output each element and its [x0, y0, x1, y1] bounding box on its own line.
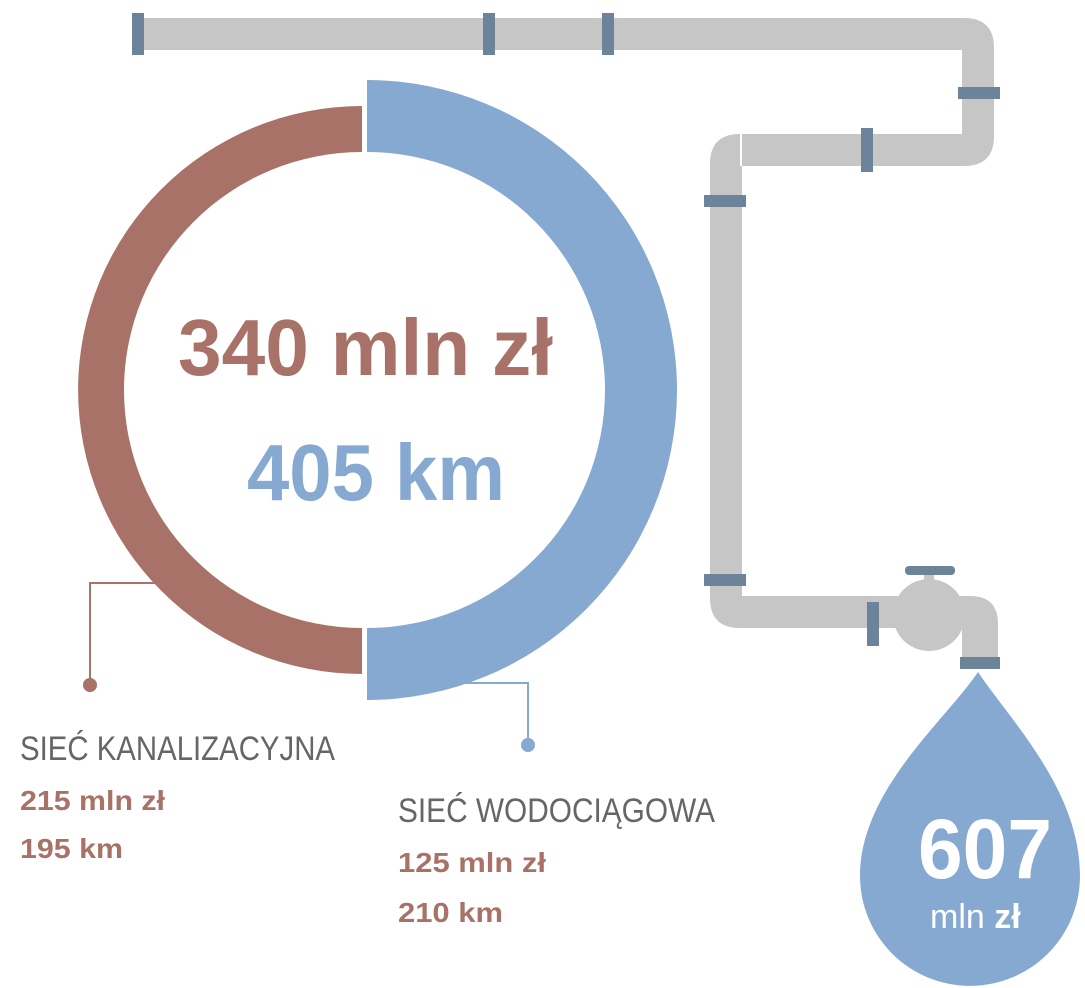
drop — [860, 672, 1080, 986]
ring-sewer — [78, 106, 363, 674]
leader-sewer — [89, 582, 155, 685]
center-length: 405 km — [247, 428, 505, 517]
sewer-length: 195 km — [20, 833, 123, 864]
water-length: 210 km — [398, 897, 503, 928]
water-amount: 125 mln zł — [398, 847, 546, 878]
drop-unit-text: mln — [930, 898, 985, 936]
drop-currency: zł — [994, 898, 1021, 936]
drop-unit: mln zł — [930, 898, 1021, 936]
leader-dot — [521, 738, 535, 752]
water-label: SIEĆ WODOCIĄGOWA — [398, 792, 715, 830]
pipe — [132, 13, 1000, 669]
ring-water — [367, 80, 677, 700]
sewer-amount: 215 mln zł — [20, 785, 165, 816]
drop-amount: 607 — [918, 802, 1052, 896]
leader-water — [460, 682, 529, 745]
leader-dot — [83, 678, 97, 692]
center-amount: 340 mln zł — [178, 303, 553, 392]
sewer-label: SIEĆ KANALIZACYJNA — [20, 730, 335, 768]
